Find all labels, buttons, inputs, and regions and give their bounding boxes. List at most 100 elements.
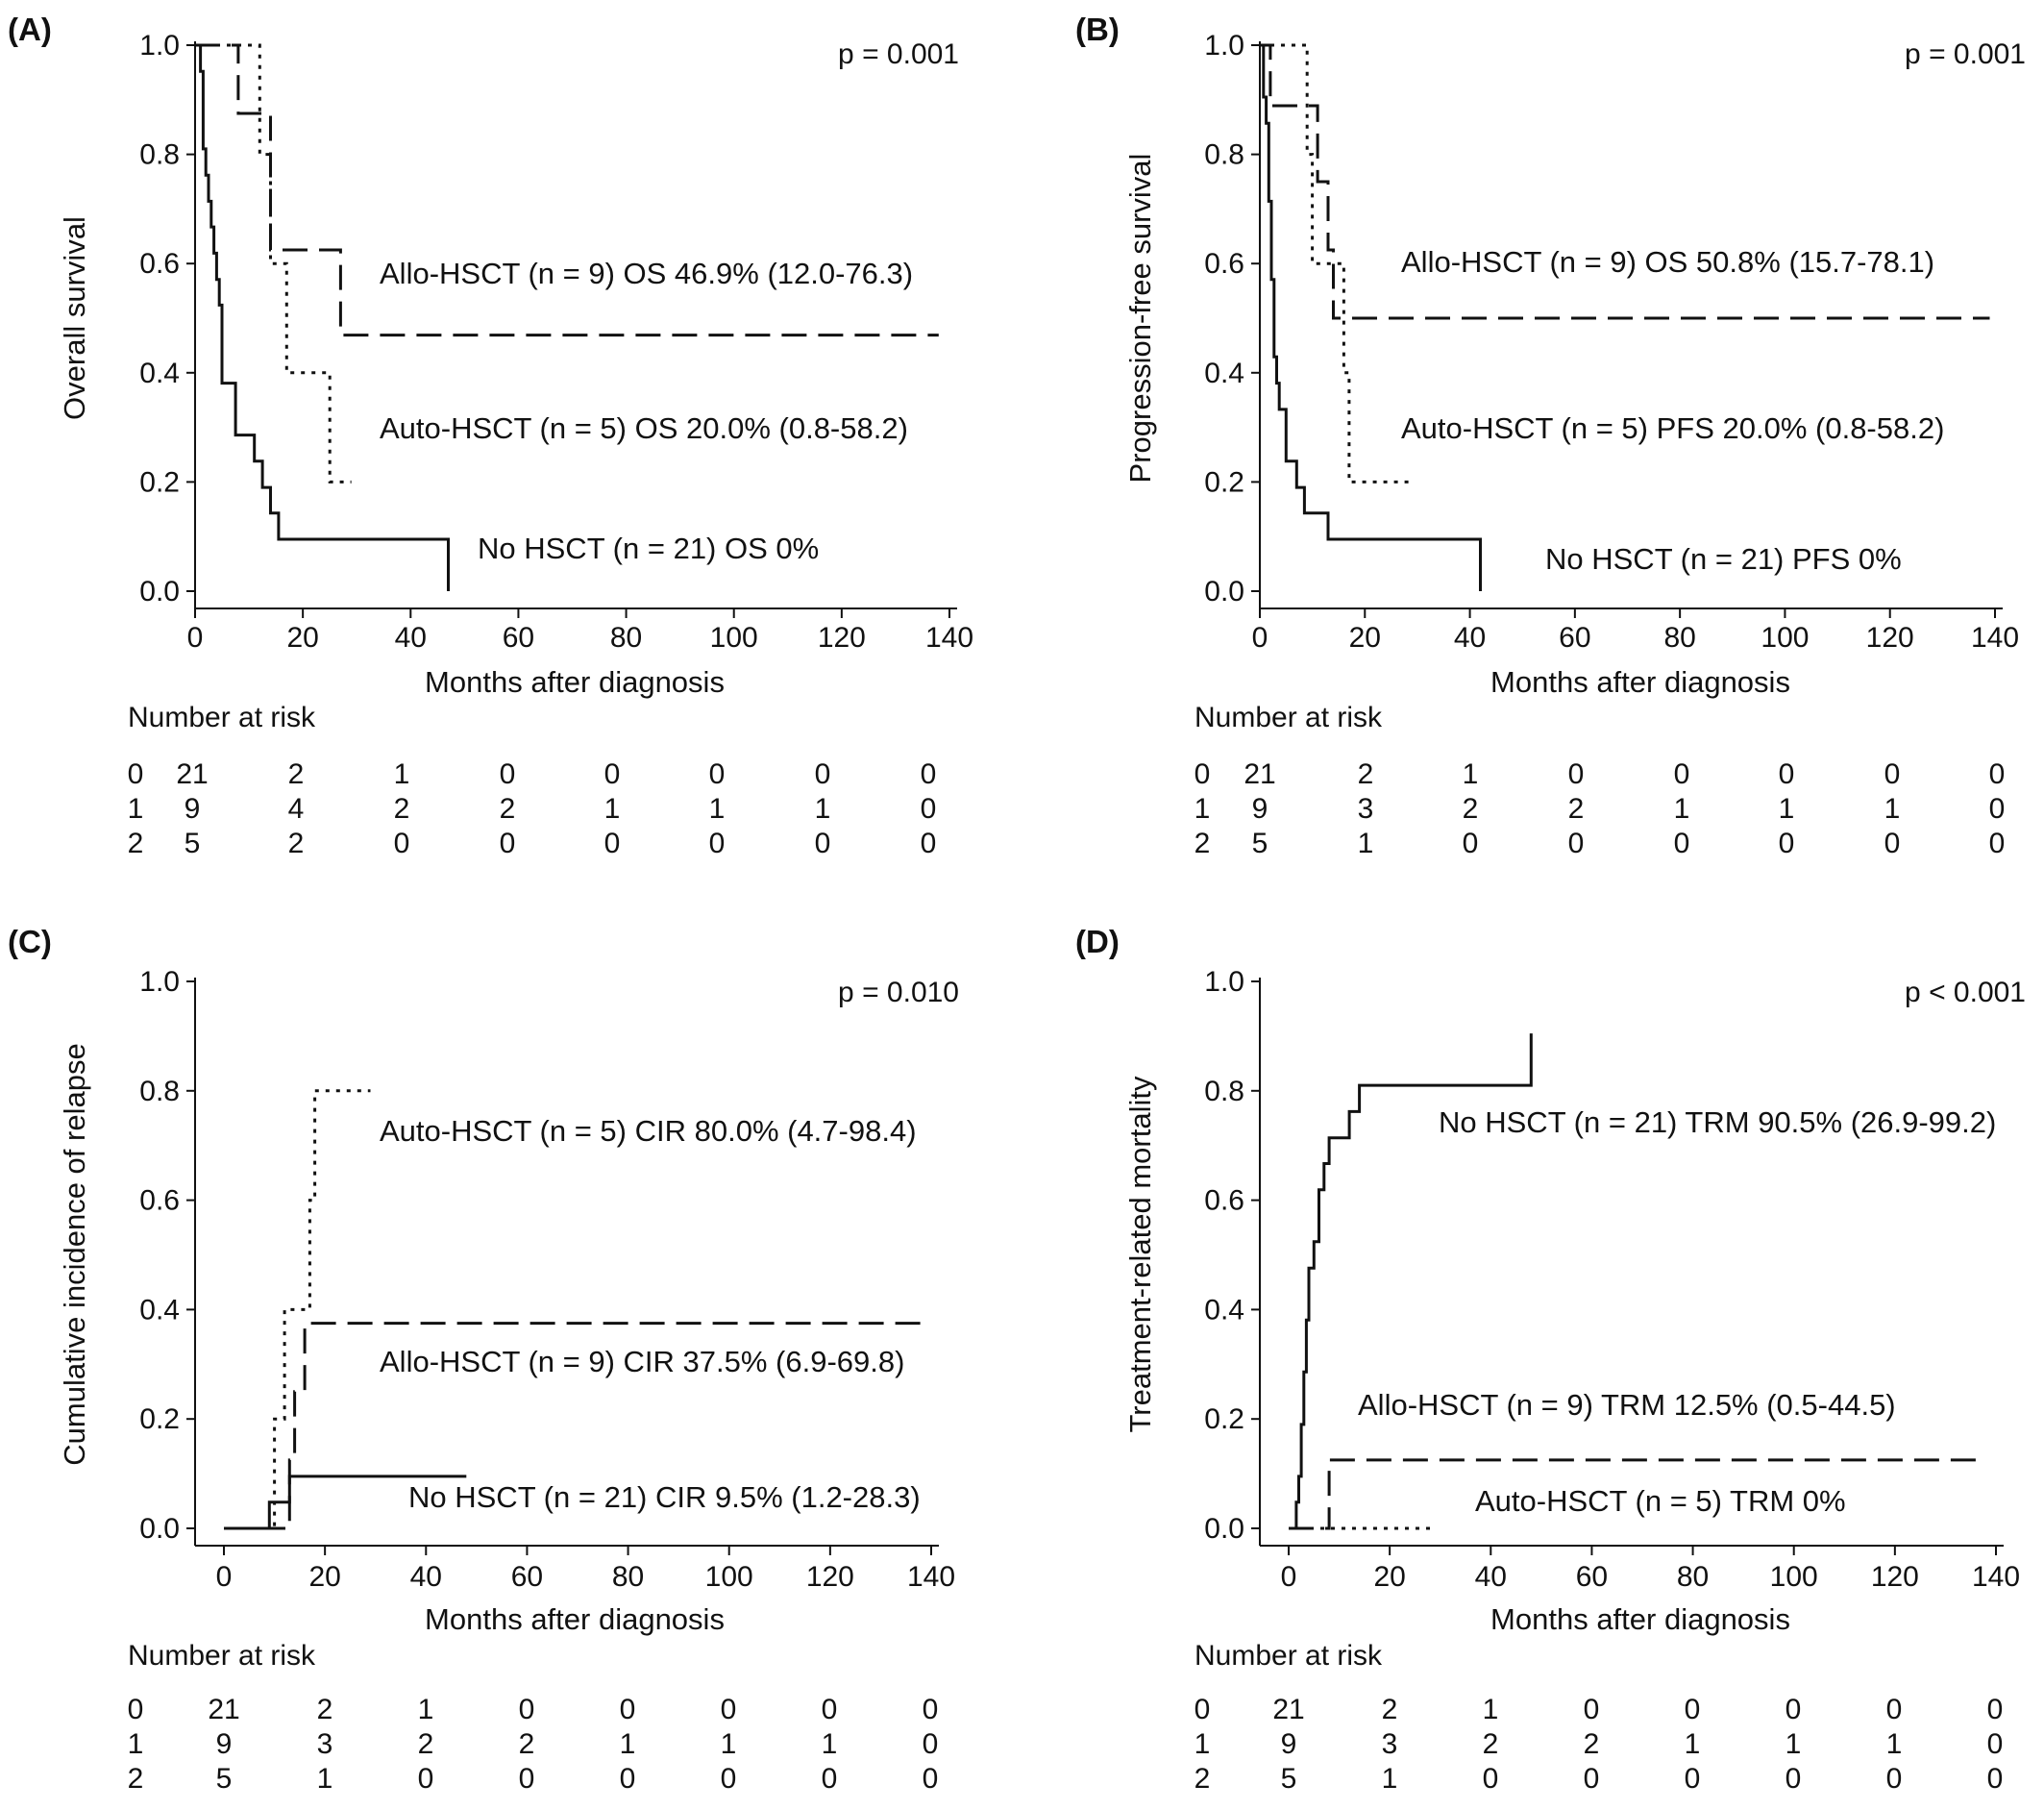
y-tick-label: 0.0 [139, 1513, 180, 1545]
curve-annotation: No HSCT (n = 21) OS 0% [478, 532, 819, 565]
x-tick-label: 100 [710, 622, 758, 654]
risk-count: 1 [604, 793, 621, 825]
curve-annotation: Auto-HSCT (n = 5) CIR 80.0% (4.7-98.4) [380, 1114, 917, 1148]
risk-row-group: 1 [128, 793, 144, 825]
risk-count: 5 [216, 1763, 233, 1795]
risk-table-title: Number at risk [128, 1640, 316, 1672]
p-value: p = 0.010 [838, 977, 959, 1008]
risk-count: 1 [822, 1728, 838, 1760]
risk-count: 0 [921, 828, 937, 859]
risk-count: 0 [1987, 1763, 2004, 1795]
risk-count: 0 [1568, 828, 1585, 859]
risk-row-group: 2 [128, 828, 144, 859]
risk-count: 1 [1463, 758, 1479, 790]
risk-count: 2 [1584, 1728, 1600, 1760]
risk-count: 0 [1568, 758, 1585, 790]
x-tick-label: 120 [818, 622, 866, 654]
x-axis-title: Months after diagnosis [425, 665, 725, 699]
curve-annotation: No HSCT (n = 21) PFS 0% [1545, 542, 1902, 576]
risk-count: 0 [1989, 828, 2006, 859]
x-tick-label: 120 [1871, 1561, 1919, 1593]
risk-count: 0 [1989, 793, 2006, 825]
y-axis-title: Cumulative incidence of relapse [58, 1043, 91, 1465]
risk-count: 2 [1463, 793, 1479, 825]
y-tick-label: 0.6 [1204, 1185, 1244, 1217]
x-axis-title: Months after diagnosis [425, 1602, 725, 1636]
risk-count: 0 [620, 1694, 636, 1725]
series-line-no-hsct [195, 43, 450, 591]
x-tick-label: 60 [511, 1561, 543, 1593]
y-tick-label: 1.0 [139, 966, 180, 998]
curve-annotation: Allo-HSCT (n = 9) CIR 37.5% (6.9-69.8) [380, 1345, 904, 1378]
x-tick-label: 140 [907, 1561, 955, 1593]
risk-count: 21 [208, 1694, 239, 1725]
panel-d-letter: (D) [1075, 924, 1120, 959]
y-tick-label: 0.4 [139, 1294, 180, 1326]
panel-b-letter: (B) [1075, 12, 1120, 47]
risk-count: 0 [519, 1763, 535, 1795]
y-tick-label: 0.6 [139, 1185, 180, 1217]
risk-count: 2 [1483, 1728, 1499, 1760]
x-tick-label: 140 [1971, 622, 2019, 654]
risk-count: 0 [721, 1763, 737, 1795]
risk-count: 1 [1483, 1694, 1499, 1725]
y-tick-label: 0.2 [1204, 1403, 1244, 1435]
risk-count: 0 [923, 1694, 939, 1725]
x-tick-label: 0 [1252, 622, 1268, 654]
x-axis-title: Months after diagnosis [1490, 665, 1790, 699]
panel-a-letter: (A) [8, 12, 52, 47]
risk-count: 0 [921, 758, 937, 790]
x-axis-title: Months after diagnosis [1490, 1602, 1790, 1636]
curve-annotation: No HSCT (n = 21) CIR 9.5% (1.2-28.3) [408, 1480, 921, 1514]
y-tick-label: 0.4 [1204, 358, 1244, 389]
risk-count: 0 [418, 1763, 434, 1795]
y-tick-label: 1.0 [1204, 30, 1244, 62]
series-line-no-hsct [1289, 1033, 1533, 1530]
x-tick-label: 100 [1770, 1561, 1818, 1593]
risk-count: 0 [604, 758, 621, 790]
risk-count: 2 [1568, 793, 1585, 825]
risk-count: 1 [709, 793, 726, 825]
x-tick-label: 0 [216, 1561, 233, 1593]
risk-count: 0 [1989, 758, 2006, 790]
risk-count: 2 [1382, 1694, 1398, 1725]
p-value: p < 0.001 [1905, 977, 2026, 1008]
risk-count: 2 [394, 793, 410, 825]
x-tick-label: 40 [1475, 1561, 1507, 1593]
risk-count: 9 [185, 793, 201, 825]
risk-count: 1 [1886, 1728, 1903, 1760]
x-tick-label: 20 [1349, 622, 1381, 654]
curve-annotation: Auto-HSCT (n = 5) PFS 20.0% (0.8-58.2) [1401, 411, 1944, 445]
risk-count: 0 [1785, 1694, 1802, 1725]
p-value: p = 0.001 [838, 38, 959, 70]
x-tick-label: 100 [1761, 622, 1809, 654]
series-line-allo-hsct [1289, 1458, 1986, 1530]
x-tick-label: 140 [925, 622, 973, 654]
risk-count: 21 [1244, 758, 1275, 790]
risk-count: 0 [1483, 1763, 1499, 1795]
risk-count: 21 [176, 758, 208, 790]
risk-count: 0 [1886, 1694, 1903, 1725]
y-tick-label: 0.6 [139, 248, 180, 280]
x-tick-label: 0 [187, 622, 204, 654]
risk-count: 1 [317, 1763, 333, 1795]
x-tick-label: 80 [612, 1561, 644, 1593]
y-tick-label: 0.8 [1204, 139, 1244, 171]
risk-count: 0 [822, 1694, 838, 1725]
risk-count: 1 [620, 1728, 636, 1760]
curve-annotation: Allo-HSCT (n = 9) OS 50.8% (15.7-78.1) [1401, 245, 1934, 279]
risk-count: 0 [1785, 1763, 1802, 1795]
risk-count: 1 [1674, 793, 1690, 825]
risk-count: 0 [1674, 828, 1690, 859]
panel-c-letter: (C) [8, 924, 52, 959]
panel-d: (D)0.00.20.40.60.81.00 20 40 60 80 100 120 140M… [1075, 924, 2026, 1795]
curve-annotation: Allo-HSCT (n = 9) TRM 12.5% (0.5-44.5) [1358, 1388, 1896, 1422]
risk-count: 3 [1358, 793, 1374, 825]
risk-row-group: 0 [128, 1694, 144, 1725]
risk-row-group: 1 [1194, 793, 1211, 825]
x-tick-label: 0 [1281, 1561, 1297, 1593]
risk-count: 0 [709, 758, 726, 790]
curve-annotation: Allo-HSCT (n = 9) OS 46.9% (12.0-76.3) [380, 257, 913, 290]
risk-table-title: Number at risk [1194, 702, 1383, 733]
risk-count: 0 [709, 828, 726, 859]
